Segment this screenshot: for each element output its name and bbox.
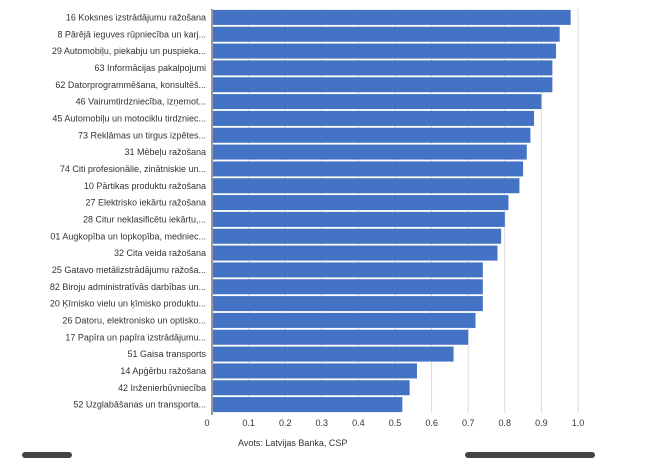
bar[interactable] (213, 312, 476, 328)
category-label: 28 Citur neklasificētu iekārtu,... (83, 214, 206, 224)
category-label: 63 Informācijas pakalpojumi (94, 63, 206, 73)
bar[interactable] (213, 110, 535, 126)
bar[interactable] (213, 329, 469, 345)
x-tick-label: 0.2 (279, 418, 292, 428)
bar[interactable] (213, 26, 560, 42)
category-label: 25 Gatavo metālizstrādājumu ražoša... (52, 265, 206, 275)
x-tick-label: 0.3 (316, 418, 329, 428)
category-label: 20 Ķīmisko vielu un ķīmisko produktu... (50, 299, 206, 309)
x-tick-label: 0.6 (425, 418, 438, 428)
bar[interactable] (213, 9, 571, 25)
bar[interactable] (213, 380, 410, 396)
category-label: 74 Citi profesionālie, zinātniskie un... (60, 164, 206, 174)
bar[interactable] (213, 211, 505, 227)
bar[interactable] (213, 296, 483, 312)
category-label: 27 Elektrisko iekārtu ražošana (85, 198, 206, 208)
category-label: 45 Automobiļu un motociklu tirdzniec... (52, 113, 206, 123)
source-note: Avots: Latvijas Banka, CSP (238, 438, 347, 448)
x-tick-label: 0.4 (352, 418, 365, 428)
category-label: 17 Papīra un papīra izstrādājumu... (65, 332, 206, 342)
x-tick-label: 0.7 (462, 418, 475, 428)
x-tick-label: 0.1 (242, 418, 255, 428)
category-label: 16 Koksnes izstrādājumu ražošana (66, 12, 206, 22)
bar[interactable] (213, 397, 403, 413)
scroll-indicator-left[interactable] (22, 452, 72, 458)
bar[interactable] (213, 60, 553, 76)
x-tick-label: 1.0 (572, 418, 585, 428)
bar[interactable] (213, 279, 483, 295)
bar[interactable] (213, 77, 553, 93)
category-labels: 16 Koksnes izstrādājumu ražošana 8 Pārējā… (50, 12, 207, 409)
category-label: 01 Augkopība un lopkopība, medniec... (50, 231, 206, 241)
bar[interactable] (213, 245, 498, 261)
category-label: 14 Apģērbu ražošana (120, 366, 206, 376)
category-label: 82 Biroju administratīvās darbības un... (50, 282, 206, 292)
bar[interactable] (213, 43, 557, 59)
category-label: 31 Mēbeļu ražošana (124, 147, 206, 157)
category-label: 46 Vairumtirdzniecība, izņemot... (76, 97, 206, 107)
scroll-indicator-right[interactable] (465, 452, 595, 458)
category-label: 32 Cita veida ražošana (114, 248, 206, 258)
gridlines (248, 9, 579, 413)
x-tick-label: 0.5 (389, 418, 402, 428)
bar[interactable] (213, 161, 524, 177)
category-label: 10 Pārtikas produktu ražošana (84, 181, 206, 191)
category-label: 26 Datoru, elektronisko un optisko... (62, 315, 206, 325)
x-tick-label: 0.8 (499, 418, 512, 428)
category-label: 73 Reklāmas un tirgus izpētes... (78, 130, 206, 140)
bar[interactable] (213, 228, 502, 244)
category-label: 62 Datorprogrammēšana, konsultēš... (55, 80, 206, 90)
bar[interactable] (213, 178, 520, 194)
category-label: 29 Automobiļu, piekabju un puspieka... (52, 46, 206, 56)
bar[interactable] (213, 262, 483, 278)
bar[interactable] (213, 94, 542, 110)
x-tick-label: 0 (204, 418, 209, 428)
bar[interactable] (213, 127, 531, 143)
bar[interactable] (213, 144, 527, 160)
bar[interactable] (213, 346, 454, 362)
category-label: 42 Inženierbūvniecība (118, 383, 206, 393)
category-label: 8 Pārējā ieguves rūpniecība un karj... (57, 29, 206, 39)
x-axis-ticks: 0 0.1 0.2 0.3 0.4 0.5 0.6 0.7 0.8 0.9 1.0 (204, 418, 584, 428)
bar[interactable] (213, 363, 417, 379)
bars (213, 9, 571, 413)
category-label: 51 Gaisa transports (127, 349, 206, 359)
x-tick-label: 0.9 (535, 418, 548, 428)
category-label: 52 Uzglabāšanas un transporta... (73, 400, 206, 410)
bar[interactable] (213, 195, 509, 211)
